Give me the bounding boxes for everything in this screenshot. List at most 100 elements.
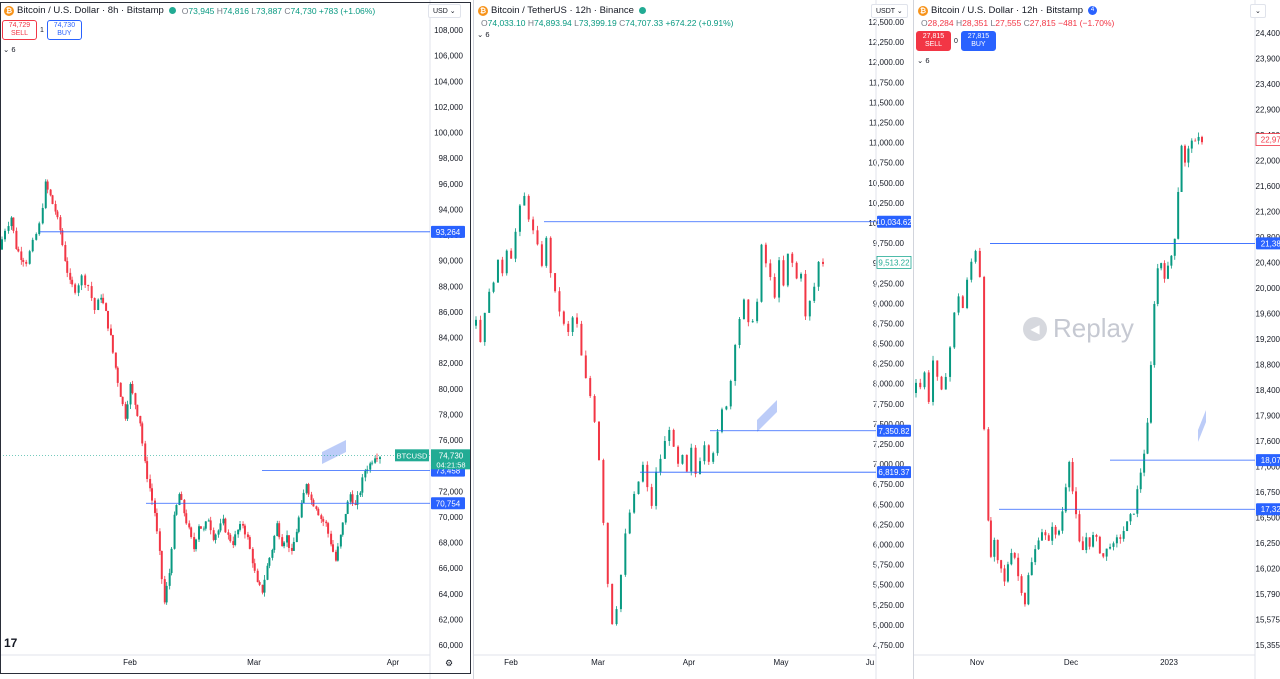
y-tick-label: 16,750 <box>1256 488 1280 497</box>
sell-button[interactable]: 27,815 SELL <box>916 31 951 51</box>
candle-body <box>734 344 737 381</box>
expand-icon: ⌄ <box>1255 8 1261 15</box>
candle-body <box>379 457 381 459</box>
candle-body <box>1105 548 1108 557</box>
x-tick-label: Mar <box>247 658 261 667</box>
y-tick-label: 68,000 <box>439 539 464 548</box>
candle-body <box>31 239 34 252</box>
ohlc-readout: O28,284 H28,351 L27,555 C27,815 −481 (−1… <box>921 18 1115 28</box>
indicators-toggle[interactable]: ⌄ 6 <box>917 56 930 65</box>
candle-body <box>273 535 276 550</box>
candle-body <box>114 352 117 368</box>
candle-body <box>628 512 631 534</box>
y-tick-label: 82,000 <box>439 359 464 368</box>
candle-body <box>932 360 935 402</box>
y-tick-label: 12,000.00 <box>868 58 904 67</box>
candle-body <box>915 382 917 393</box>
candle-body <box>703 445 706 462</box>
candle-body <box>93 298 96 310</box>
currency-button[interactable]: USDT ⌄ <box>871 4 908 18</box>
symbol-title[interactable]: Bitcoin / U.S. Dollar · 8h · Bitstamp <box>17 5 164 16</box>
gear-icon[interactable]: ⚙ <box>445 658 454 668</box>
candle-body <box>151 488 153 501</box>
chart-canvas[interactable]: 24,40023,90023,40022,90022,40022,00021,6… <box>914 0 1280 679</box>
candle-body <box>1003 568 1006 582</box>
candle-body <box>109 328 112 336</box>
indicators-toggle[interactable]: ⌄ 6 <box>3 45 16 54</box>
ohlc-readout: O73,945 H74,816 L73,887 C74,730 +783 (+1… <box>181 5 376 16</box>
replay-watermark: ◀ Replay <box>1023 313 1134 344</box>
chart-panel-btcusd-8h[interactable]: 108,000 106,000 104,000 102,000 100,000 98,00… <box>0 0 471 679</box>
symbol-title[interactable]: Bitcoin / U.S. Dollar · 12h · Bitstamp <box>931 5 1084 16</box>
currency-button[interactable]: USD ⌄ <box>428 4 461 18</box>
candle-body <box>1132 513 1135 515</box>
candle-body <box>492 282 495 292</box>
projection-box[interactable] <box>757 400 777 432</box>
bitcoin-icon: ₿ <box>4 5 14 16</box>
candle-body <box>1187 148 1190 163</box>
sell-button[interactable]: 74,729 SELL <box>2 20 37 40</box>
symbol-title[interactable]: Bitcoin / TetherUS · 12h · Binance <box>491 5 634 16</box>
horizontal-ray-price-label: 6,819.37 <box>878 468 910 477</box>
candle-body <box>246 534 249 538</box>
candle-body <box>606 522 609 584</box>
candle-body <box>131 383 134 394</box>
candle-body <box>978 250 981 277</box>
candle-body <box>242 524 245 526</box>
symbol-header[interactable]: ₿ Bitcoin / U.S. Dollar · 12h · Bitstamp… <box>918 5 1098 16</box>
price-label-bg <box>1256 237 1280 250</box>
y-tick-label: 21,200 <box>1256 208 1280 217</box>
candle-body <box>276 523 279 536</box>
horizontal-ray-price-label: 7,350.82 <box>878 427 910 436</box>
candle-body <box>1170 255 1173 266</box>
candle-body <box>589 378 592 397</box>
symbol-header[interactable]: ₿ Bitcoin / U.S. Dollar · 8h · Bitstamp … <box>4 5 375 16</box>
buy-button[interactable]: 74,730 BUY <box>46 20 82 40</box>
projection-box[interactable] <box>322 440 346 464</box>
y-tick-label: 76,000 <box>439 436 464 445</box>
chart-canvas[interactable]: 108,000 106,000 104,000 102,000 100,000 98,00… <box>0 0 471 679</box>
x-tick-label: Apr <box>683 658 696 667</box>
projection-box[interactable] <box>1198 410 1206 442</box>
candle-body <box>1177 191 1180 239</box>
candle-body <box>1081 541 1084 551</box>
scale-button[interactable]: ⌄ <box>1250 4 1266 18</box>
candle-body <box>119 382 122 397</box>
indicators-toggle[interactable]: ⌄ 6 <box>477 30 490 39</box>
chart-panel-btcusd-12h[interactable]: 24,40023,90023,40022,90022,40022,00021,6… <box>914 0 1280 679</box>
symbol-header[interactable]: ₿ Bitcoin / TetherUS · 12h · Binance <box>478 5 646 16</box>
y-tick-label: 6,750.00 <box>873 480 905 489</box>
candle-body <box>1030 562 1033 576</box>
y-tick-label: 19,200 <box>1256 335 1280 344</box>
candle-body <box>641 464 644 482</box>
candle-body <box>1017 557 1020 577</box>
candle-body <box>344 513 347 523</box>
tradingview-logo-icon[interactable]: 17 <box>4 636 18 650</box>
chart-panel-btcusdt-12h[interactable]: 12,500.00 12,250.00 12,000.00 11,750.00 11,5… <box>474 0 913 679</box>
market-open-icon <box>168 7 176 14</box>
candle-body <box>1146 422 1149 454</box>
candle-body <box>4 230 6 240</box>
panel-divider[interactable] <box>913 0 914 679</box>
candle-body <box>685 454 688 472</box>
current-price-label-bg <box>876 256 912 269</box>
candle-body <box>1115 537 1118 544</box>
candle-body <box>510 250 513 259</box>
candle-body <box>77 285 80 293</box>
candle-body <box>158 531 161 551</box>
bar-countdown: 04:21:58 <box>436 460 465 469</box>
candle-body <box>87 285 90 287</box>
candle-body <box>1163 263 1166 279</box>
panel-divider[interactable] <box>473 0 474 679</box>
bitcoin-icon: ₿ <box>478 5 488 16</box>
candle-body <box>1013 553 1016 558</box>
chart-canvas[interactable]: 12,500.00 12,250.00 12,000.00 11,750.00 11,5… <box>474 0 913 679</box>
candle-body <box>17 249 20 252</box>
candle-body <box>760 244 763 302</box>
candle-body <box>558 291 561 312</box>
candle-body <box>514 231 517 259</box>
alert-count-badge[interactable]: 4 <box>1088 6 1098 15</box>
candle-body <box>317 508 320 516</box>
candle-body <box>227 532 230 535</box>
buy-button[interactable]: 27,815 BUY <box>960 31 996 51</box>
